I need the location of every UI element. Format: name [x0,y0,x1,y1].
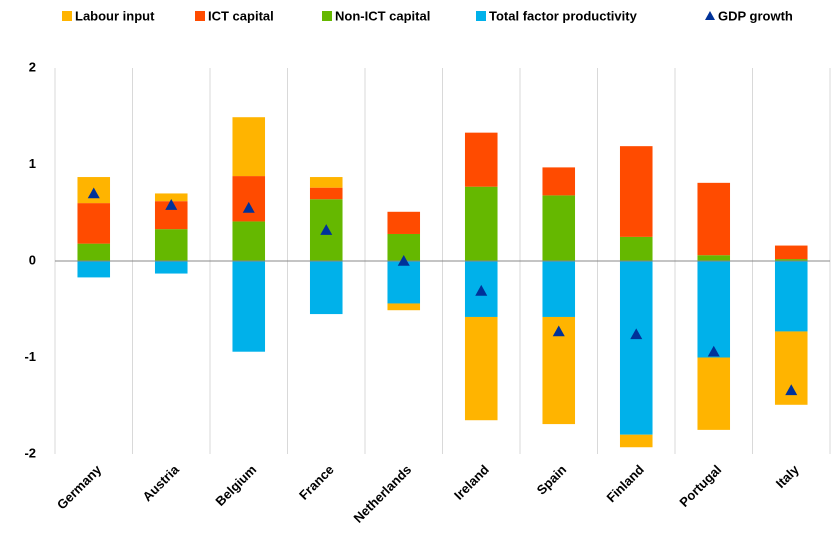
bar-segment [697,182,731,256]
bar-segment [774,261,808,332]
bar-segment [77,261,111,278]
gdp-marker [242,201,255,213]
x-tick-label: Austria [140,461,183,504]
legend-label: GDP growth [718,8,793,23]
bar-segment [154,193,188,202]
x-tick-label: Portugal [676,462,724,510]
legend-label: Labour input [75,8,155,23]
bar-segment [542,261,576,317]
y-tick-label: 2 [29,59,36,74]
bar-segment [309,261,343,315]
bar-segment [464,316,498,421]
bar-segment [619,146,653,237]
gdp-marker [707,345,720,357]
bar-segment [309,187,343,200]
gdp-marker [397,255,410,266]
x-tick-label: Belgium [212,462,259,509]
bar-segment [232,261,266,352]
bar-segment [774,245,808,260]
gdp-marker [630,328,643,340]
bar-segment [697,261,731,358]
gdp-marker [165,199,178,210]
bar-segment [619,261,653,435]
bar-segment [542,195,576,261]
bar-segment [232,117,266,177]
bar-segment [232,221,266,261]
legend-label: ICT capital [208,8,274,23]
gdp-marker [475,284,488,296]
legend-marker [476,11,486,21]
bar-segment [309,177,343,188]
bar-segment [387,261,421,304]
y-tick-label: -1 [24,349,36,364]
bar-segment [697,357,731,430]
bar-segment [619,434,653,448]
bar-segment [77,203,111,244]
legend-label: Total factor productivity [489,8,638,23]
bar-segment [232,176,266,222]
legend-label: Non-ICT capital [335,8,430,23]
bar-segment [77,243,111,261]
gdp-marker [320,224,333,235]
bar-segment [154,229,188,261]
bar-segment [542,167,576,196]
bar-segment [387,211,421,234]
bar-segment [464,186,498,261]
bar-segment [464,132,498,187]
gdp-marker [552,325,565,337]
bar-segment [154,261,188,274]
legend-marker [195,11,205,21]
y-tick-label: 1 [29,156,36,171]
x-tick-label: Ireland [451,462,492,503]
x-tick-label: Germany [54,461,105,512]
y-tick-label: -2 [24,445,36,460]
legend-marker [62,11,72,21]
legend-marker [705,11,715,20]
x-tick-label: Finland [604,462,647,505]
y-tick-label: 0 [29,252,36,267]
bar-segment [697,255,731,261]
bar-segment [387,303,421,311]
legend-marker [322,11,332,21]
gdp-marker [87,187,100,199]
bar-segment [774,259,808,261]
x-tick-label: Netherlands [351,462,415,526]
bar-segment [619,236,653,261]
x-tick-label: Spain [534,462,570,498]
x-tick-label: France [296,462,337,503]
gdp-marker [785,384,798,396]
x-tick-label: Italy [773,461,803,491]
